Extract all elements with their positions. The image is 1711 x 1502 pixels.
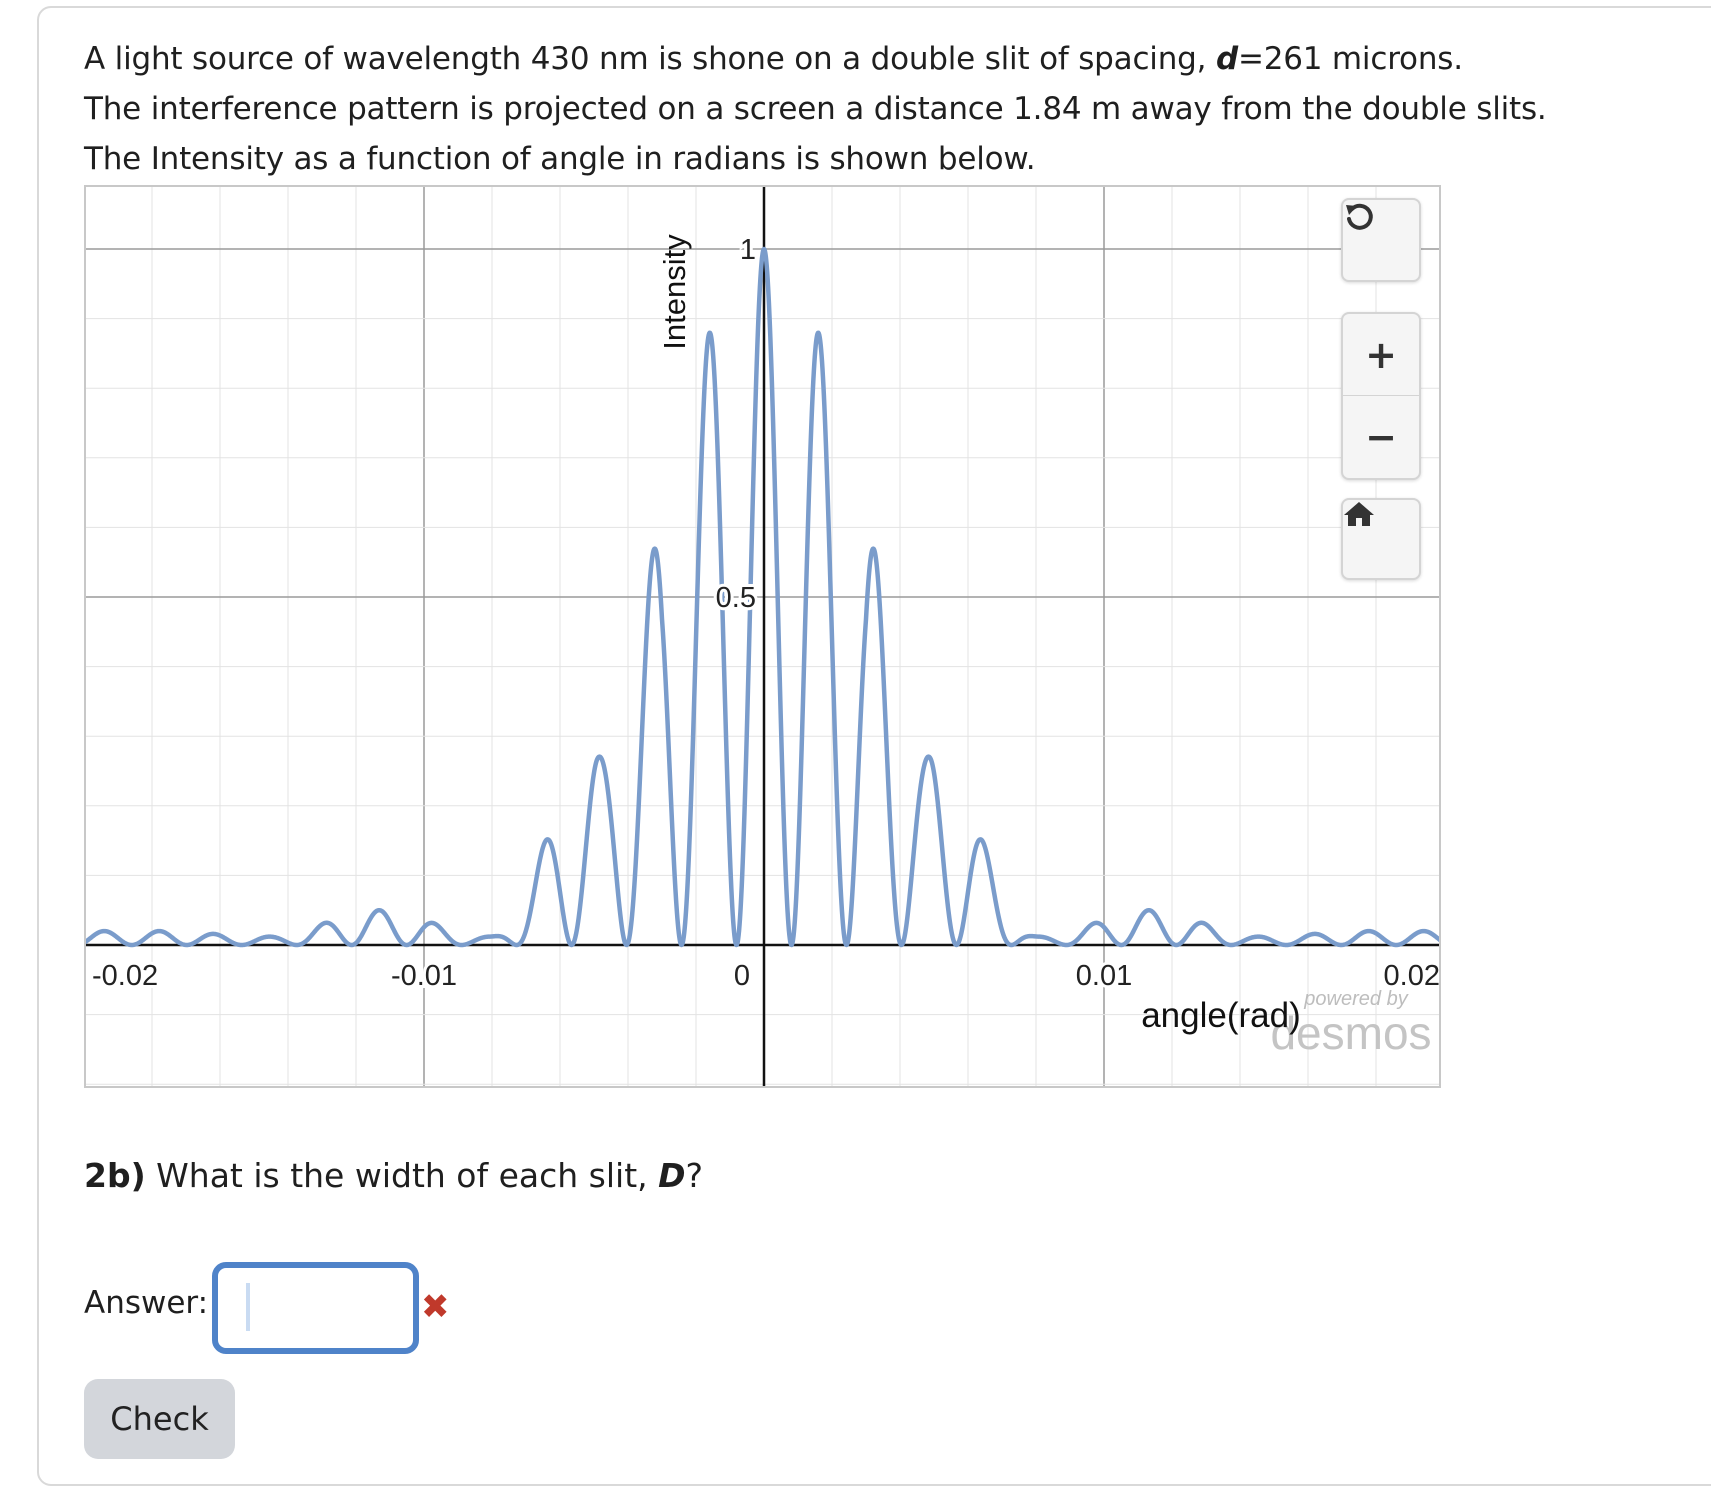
answer-label: Answer: [84,1285,209,1321]
width-variable: D [658,1156,686,1195]
problem-line-2: The interference pattern is projected on… [84,91,1547,127]
home-control[interactable] [1341,498,1421,580]
home-button[interactable] [1343,500,1419,578]
question-2b: 2b) What is the width of each slit, D? [84,1156,703,1195]
problem-text: =261 microns. [1237,41,1463,77]
reset-control[interactable] [1341,198,1421,282]
y-tick-label: 0.5 [716,582,756,614]
reset-button[interactable] [1343,200,1419,280]
problem-text: A light source of wavelength 430 nm is s… [84,41,1216,77]
zoom-in-button[interactable]: + [1343,314,1419,396]
question-number: 2b) [84,1156,146,1195]
x-tick-label: 0.01 [1076,960,1132,992]
home-icon [1344,502,1374,526]
zoom-controls: + − [1341,312,1421,480]
spacing-variable: d [1215,41,1238,77]
zoom-out-button[interactable]: − [1365,415,1397,459]
question-text: What is the width of each slit, [145,1156,659,1195]
y-tick-label: 1 [740,234,756,266]
x-tick-label: 0.02 [1384,960,1439,992]
text-caret [246,1283,250,1331]
x-tick-label: -0.02 [92,960,158,992]
desmos-watermark-logo: desmos [1270,1007,1431,1059]
x-tick-label: 0 [734,960,750,992]
check-button[interactable]: Check [84,1379,235,1459]
problem-line-1: A light source of wavelength 430 nm is s… [84,34,1624,84]
answer-input[interactable] [212,1262,419,1354]
desmos-graph[interactable]: -0.02 -0.01 0 0.01 0.02 0.5 1 Intensity powered … [84,185,1441,1088]
y-axis-label: Intensity [657,234,692,350]
incorrect-x-icon: ✖ [421,1287,450,1327]
intensity-curve [86,246,1439,948]
problem-statement: A light source of wavelength 430 nm is s… [84,34,1624,184]
problem-line-3: The Intensity as a function of angle in … [84,141,1036,177]
reset-icon [1346,203,1373,230]
desmos-watermark-top: powered by [1303,988,1408,1010]
question-mark: ? [685,1156,704,1195]
x-tick-label: -0.01 [391,960,457,992]
x-axis-label: angle(rad) [1141,996,1301,1035]
intensity-plot[interactable]: -0.02 -0.01 0 0.01 0.02 0.5 1 Intensity powered … [86,187,1439,1086]
